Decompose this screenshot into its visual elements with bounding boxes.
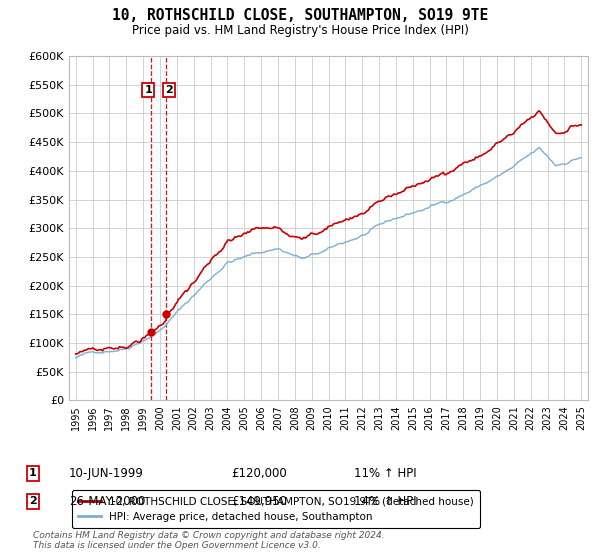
Text: 2: 2 xyxy=(165,86,173,95)
Text: 14% ↑ HPI: 14% ↑ HPI xyxy=(354,494,416,508)
Text: Contains HM Land Registry data © Crown copyright and database right 2024.
This d: Contains HM Land Registry data © Crown c… xyxy=(33,530,385,550)
Text: 26-MAY-2000: 26-MAY-2000 xyxy=(69,494,145,508)
Text: 10, ROTHSCHILD CLOSE, SOUTHAMPTON, SO19 9TE: 10, ROTHSCHILD CLOSE, SOUTHAMPTON, SO19 … xyxy=(112,8,488,24)
Text: 1: 1 xyxy=(29,468,37,478)
Text: 1: 1 xyxy=(145,86,152,95)
Text: £120,000: £120,000 xyxy=(231,466,287,480)
Legend: 10, ROTHSCHILD CLOSE, SOUTHAMPTON, SO19 9TE (detached house), HPI: Average price: 10, ROTHSCHILD CLOSE, SOUTHAMPTON, SO19 … xyxy=(71,490,480,528)
Bar xyxy=(151,56,166,400)
Text: £149,950: £149,950 xyxy=(231,494,287,508)
Text: 2: 2 xyxy=(29,496,37,506)
Text: Price paid vs. HM Land Registry's House Price Index (HPI): Price paid vs. HM Land Registry's House … xyxy=(131,24,469,37)
Text: 11% ↑ HPI: 11% ↑ HPI xyxy=(354,466,416,480)
Text: 10-JUN-1999: 10-JUN-1999 xyxy=(69,466,144,480)
